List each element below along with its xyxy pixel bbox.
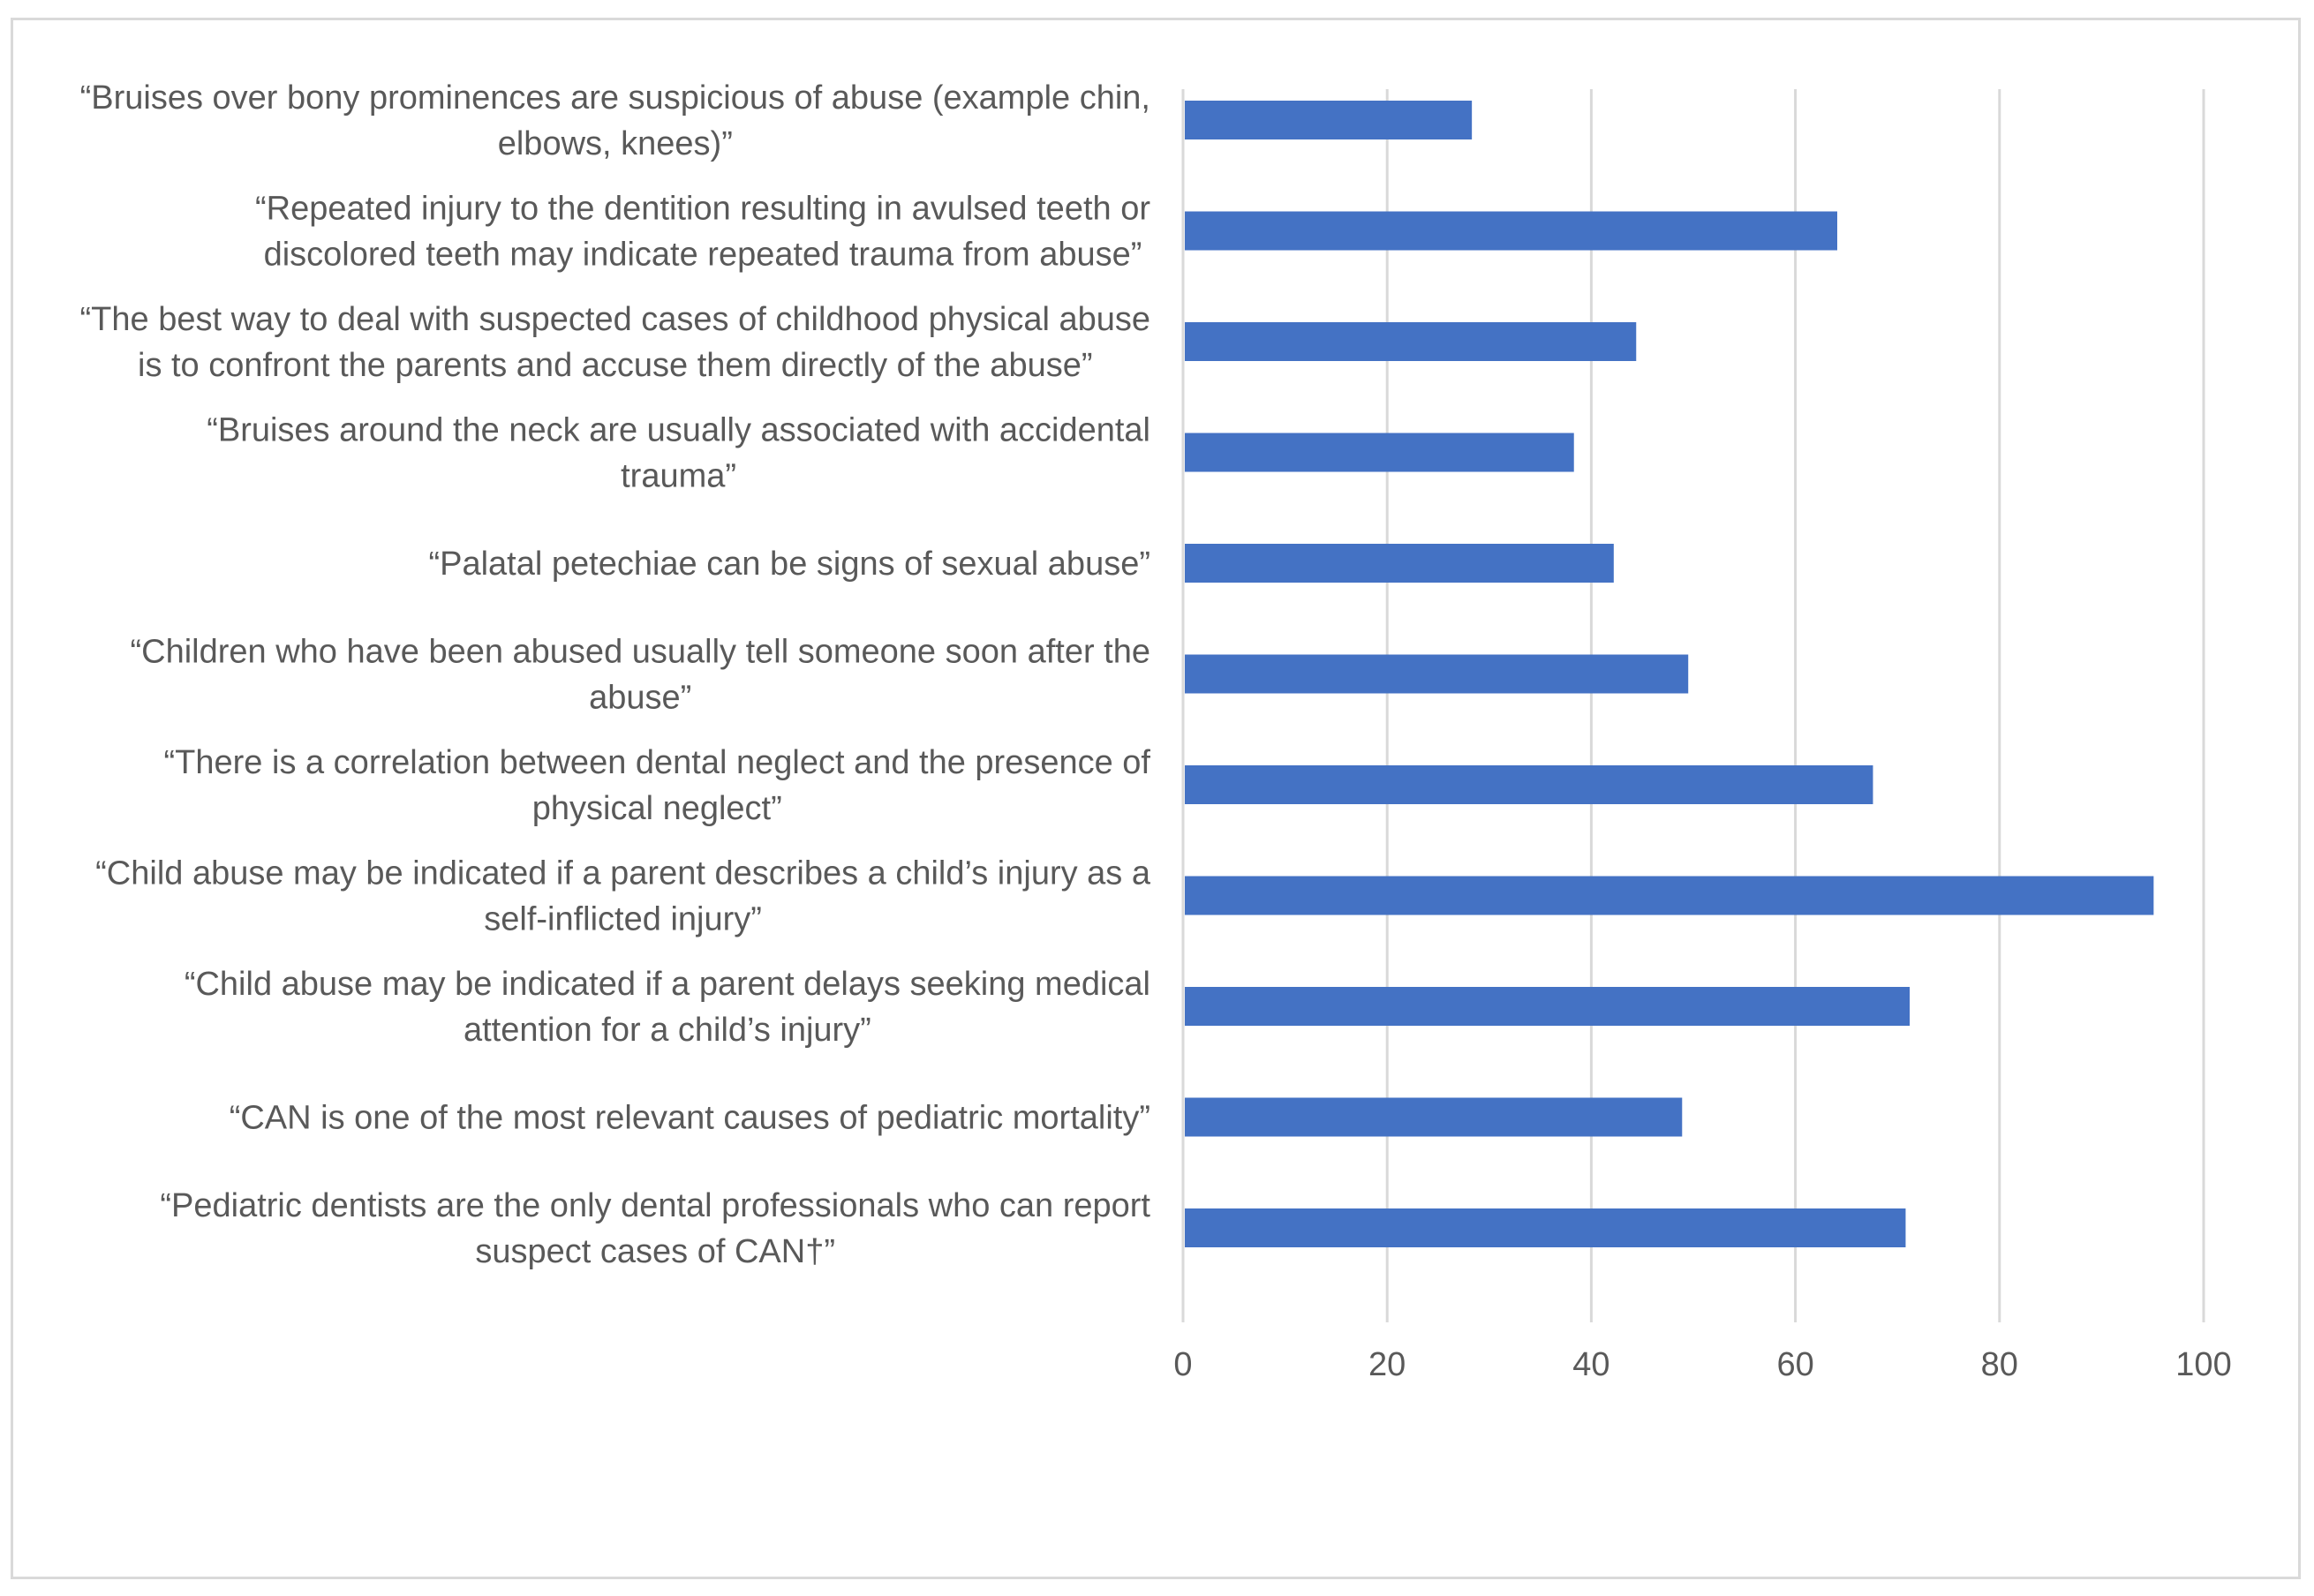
bar-chart: “Bruises over bony prominences are suspi… <box>80 79 2232 1383</box>
bar <box>1185 1097 1683 1137</box>
bar <box>1185 765 1873 804</box>
x-tick-label: 80 <box>1981 1346 2018 1383</box>
category-label: “Bruises over bony prominences are suspi… <box>80 79 1150 162</box>
x-tick-label: 40 <box>1572 1346 1609 1383</box>
category-label: “Child abuse may be indicated if a paren… <box>185 966 1150 1049</box>
x-axis-tick-labels: 0 20 40 60 80 100 <box>1173 1346 2231 1383</box>
x-tick-label: 100 <box>2175 1346 2231 1383</box>
bar <box>1185 544 1614 583</box>
category-label: “The best way to deal with suspected cas… <box>80 301 1150 384</box>
category-label: “Child abuse may be indicated if a paren… <box>95 855 1151 938</box>
bar <box>1185 654 1689 694</box>
category-label: “Palatal petechiae can be signs of sexua… <box>428 546 1150 583</box>
gridlines <box>1181 89 2205 1322</box>
category-label: “Repeated injury to the dentition result… <box>255 191 1150 274</box>
bar <box>1185 1208 1906 1247</box>
category-label: “There is a correlation between dental n… <box>164 744 1151 827</box>
category-labels: “Bruises over bony prominences are suspi… <box>80 79 1151 1270</box>
bar <box>1185 876 2154 915</box>
category-label: “CAN is one of the most relevant causes … <box>230 1100 1150 1137</box>
bar <box>1185 322 1637 361</box>
bar <box>1185 211 1837 251</box>
bar <box>1185 987 1911 1026</box>
x-tick-label: 20 <box>1368 1346 1406 1383</box>
category-label: “Children who have been abused usually t… <box>130 634 1150 717</box>
x-tick-label: 0 <box>1173 1346 1192 1383</box>
bar <box>1185 101 1473 139</box>
x-tick-label: 60 <box>1776 1346 1813 1383</box>
category-label: “Bruises around the neck are usually ass… <box>207 412 1150 495</box>
bar <box>1185 433 1574 472</box>
chart-frame: “Bruises over bony prominences are suspi… <box>11 18 2301 1579</box>
category-label: “Pediatric dentists are the only dental … <box>160 1187 1150 1270</box>
bars <box>1185 101 2154 1247</box>
